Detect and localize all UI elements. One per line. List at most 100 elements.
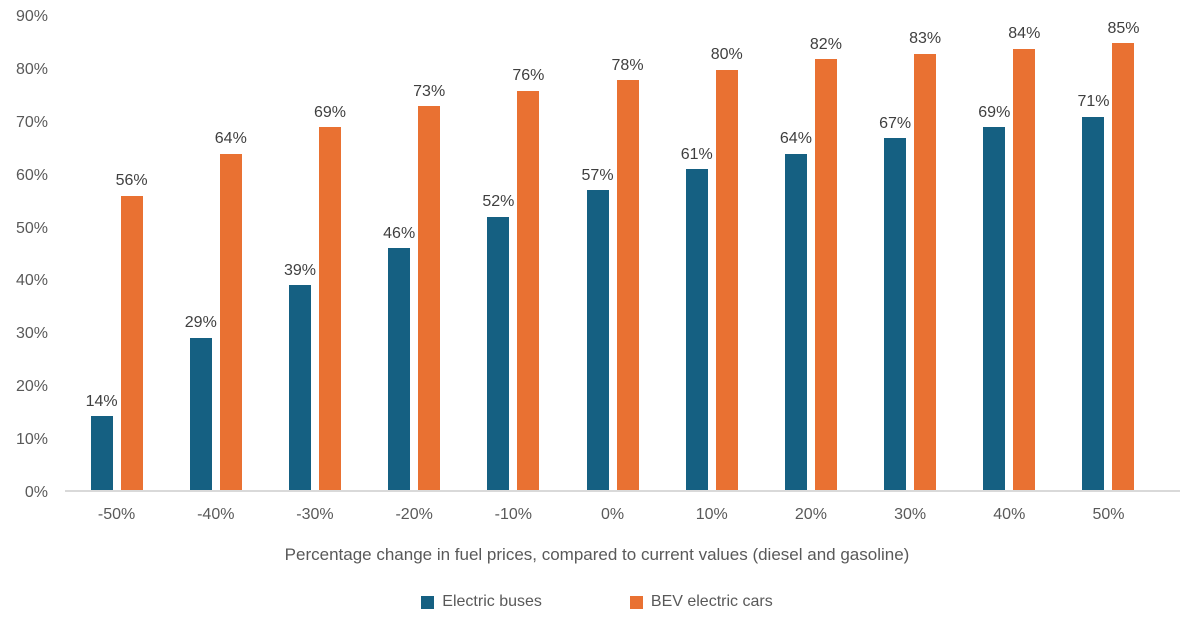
bar-group--30-: 39% 69% xyxy=(265,17,364,490)
bar-wrap: 84% xyxy=(1008,17,1040,490)
data-label-electric-buses: 52% xyxy=(482,193,515,211)
bar-wrap: 76% xyxy=(512,17,544,490)
bar-bev-electric-cars xyxy=(318,127,341,490)
bar-electric-buses xyxy=(586,190,609,490)
bar-wrap: 83% xyxy=(909,17,941,490)
x-axis-tick-label: -40% xyxy=(197,506,235,523)
y-axis-tick-label: 70% xyxy=(15,113,48,131)
bar-wrap: 73% xyxy=(413,17,445,490)
data-label-bev-electric-cars: 78% xyxy=(611,56,644,74)
legend-swatch-icon xyxy=(629,595,643,609)
data-label-electric-buses: 67% xyxy=(879,114,912,132)
data-label-electric-buses: 57% xyxy=(581,167,614,185)
bar-bev-electric-cars xyxy=(418,106,441,490)
data-label-electric-buses: 46% xyxy=(383,224,416,242)
data-label-bev-electric-cars: 83% xyxy=(909,30,942,48)
bar-wrap: 64% xyxy=(780,17,812,490)
data-label-bev-electric-cars: 80% xyxy=(710,46,743,64)
bar-group-30-: 67% 83% xyxy=(861,17,960,490)
data-label-bev-electric-cars: 76% xyxy=(512,67,545,85)
data-label-bev-electric-cars: 56% xyxy=(115,172,148,190)
data-label-electric-buses: 29% xyxy=(184,314,217,332)
y-axis-tick-label: 60% xyxy=(15,166,48,184)
data-label-bev-electric-cars: 85% xyxy=(1107,19,1140,37)
bar-bev-electric-cars xyxy=(1112,43,1135,490)
bar-wrap: 57% xyxy=(582,17,614,490)
y-axis-tick-label: 20% xyxy=(15,378,48,396)
bar-electric-buses xyxy=(1082,116,1105,490)
bar-wrap: 71% xyxy=(1077,17,1109,490)
data-label-electric-buses: 69% xyxy=(978,103,1011,121)
legend-label: Electric buses xyxy=(442,593,542,610)
y-axis-tick-label: 0% xyxy=(24,484,48,501)
x-axis-title: Percentage change in fuel prices, compar… xyxy=(284,545,910,564)
bar-bev-electric-cars xyxy=(219,153,242,490)
bar-wrap: 64% xyxy=(215,17,247,490)
bar-wrap: 80% xyxy=(711,17,743,490)
plot-area: 14% 56% 29% 64% 39% 69% 46% 73% 52% 76% 57% 78% 61% 8… xyxy=(67,17,1158,490)
bar-electric-buses xyxy=(90,416,113,490)
bar-group--10-: 52% 76% xyxy=(464,17,563,490)
bar-electric-buses xyxy=(189,337,212,490)
bar-wrap: 14% xyxy=(86,17,118,490)
y-axis: 0% 10% 20% 30% 40% 50% 60% 70% 80% 90% xyxy=(0,9,48,501)
bar-bev-electric-cars xyxy=(616,80,639,490)
x-axis-tick-label: 50% xyxy=(1092,506,1125,523)
bar-group-10-: 61% 80% xyxy=(662,17,761,490)
x-axis-tick-label: 0% xyxy=(600,506,625,523)
plot-region: 14% 56% 29% 64% 39% 69% 46% 73% 52% 76% 57% 78% 61% 8… xyxy=(65,17,1180,492)
bar-wrap: 29% xyxy=(185,17,217,490)
bar-electric-buses xyxy=(884,137,907,490)
bar-electric-buses xyxy=(487,216,510,490)
x-axis-tick-label: -30% xyxy=(296,506,334,523)
legend-label: BEV electric cars xyxy=(650,593,773,610)
bar-bev-electric-cars xyxy=(814,59,837,490)
y-axis-tick-label: 10% xyxy=(15,431,48,449)
x-axis: -50% -40% -30% -20% -10% 0% 10% 20% 30% 40% 50% xyxy=(67,506,1158,524)
bar-wrap: 39% xyxy=(284,17,316,490)
y-axis-tick-label: 50% xyxy=(15,219,48,237)
bar-group-0-: 57% 78% xyxy=(563,17,662,490)
bar-bev-electric-cars xyxy=(715,69,738,490)
y-axis-tick-label: 90% xyxy=(15,8,48,25)
bar-electric-buses xyxy=(784,153,807,490)
bar-electric-buses xyxy=(983,127,1006,490)
x-axis-tick-label: -10% xyxy=(494,506,533,523)
bar-group-50-: 71% 85% xyxy=(1059,17,1158,490)
bar-wrap: 78% xyxy=(612,17,644,490)
bar-wrap: 69% xyxy=(978,17,1010,490)
bar-group-40-: 69% 84% xyxy=(960,17,1059,490)
bar-wrap: 85% xyxy=(1107,17,1139,490)
data-label-bev-electric-cars: 64% xyxy=(214,130,247,148)
bar-group--50-: 14% 56% xyxy=(67,17,166,490)
bar-wrap: 67% xyxy=(879,17,911,490)
bar-wrap: 52% xyxy=(482,17,514,490)
y-axis-tick-label: 30% xyxy=(15,325,48,343)
x-axis-tick-label: -50% xyxy=(97,506,136,523)
bar-bev-electric-cars xyxy=(120,195,143,490)
bar-wrap: 61% xyxy=(681,17,713,490)
data-label-electric-buses: 39% xyxy=(283,261,316,279)
bar-bev-electric-cars xyxy=(914,53,937,490)
legend: Electric buses BEV electric cars xyxy=(0,593,1194,611)
x-axis-tick-label: -20% xyxy=(395,506,433,523)
x-axis-tick-label: 20% xyxy=(794,506,827,523)
bar-electric-buses xyxy=(388,248,411,490)
bar-group--20-: 46% 73% xyxy=(365,17,464,490)
data-label-bev-electric-cars: 82% xyxy=(809,35,842,53)
legend-item-bev-electric-cars: BEV electric cars xyxy=(629,593,773,611)
bar-electric-buses xyxy=(685,169,708,490)
data-label-electric-buses: 64% xyxy=(779,130,812,148)
legend-item-electric-buses: Electric buses xyxy=(421,593,542,611)
y-axis-tick-label: 40% xyxy=(15,272,48,290)
x-axis-tick-label: 10% xyxy=(695,506,728,523)
bar-bev-electric-cars xyxy=(1013,48,1036,490)
bar-wrap: 46% xyxy=(383,17,415,490)
bar-group--40-: 29% 64% xyxy=(166,17,265,490)
data-label-bev-electric-cars: 69% xyxy=(313,103,346,121)
x-axis-tick-label: 40% xyxy=(993,506,1026,523)
bar-electric-buses xyxy=(288,285,311,490)
legend-swatch-icon xyxy=(421,595,435,609)
data-label-electric-buses: 61% xyxy=(680,146,713,164)
